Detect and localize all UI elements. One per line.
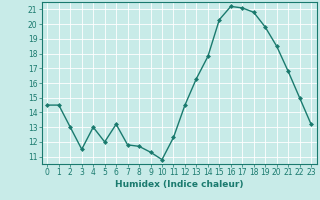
X-axis label: Humidex (Indice chaleur): Humidex (Indice chaleur) [115, 180, 244, 189]
